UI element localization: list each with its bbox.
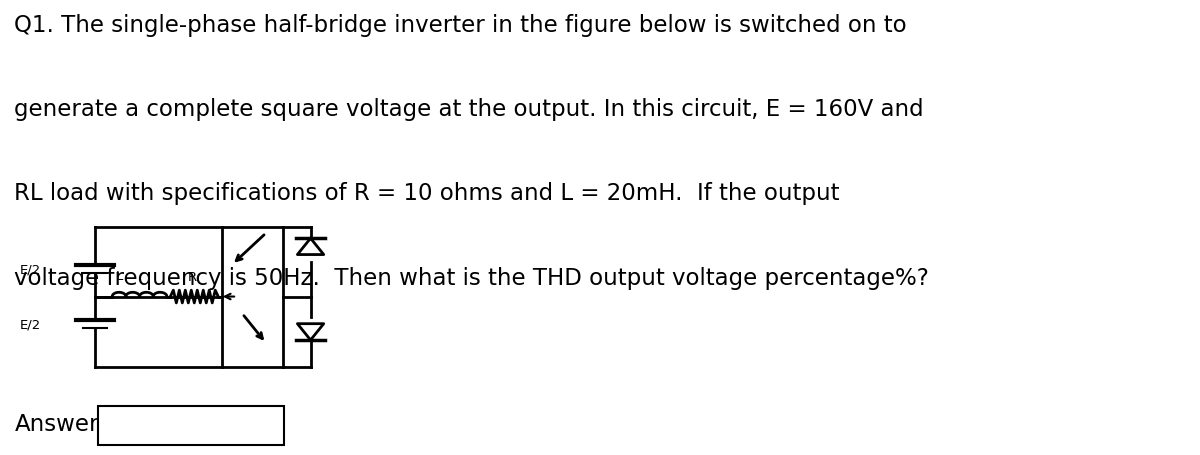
Text: Answer: Answer — [14, 412, 98, 435]
Text: generate a complete square voltage at the output. In this circuit, E = 160V and: generate a complete square voltage at th… — [14, 98, 924, 121]
Text: L: L — [115, 269, 122, 282]
Text: Q1. The single-phase half-bridge inverter in the figure below is switched on to: Q1. The single-phase half-bridge inverte… — [14, 14, 907, 36]
Bar — [98, 406, 284, 445]
Text: E/2: E/2 — [20, 318, 41, 331]
Text: voltage frequency is 50Hz.  Then what is the THD output voltage percentage%?: voltage frequency is 50Hz. Then what is … — [14, 266, 929, 289]
Text: E/2: E/2 — [20, 263, 41, 276]
Text: R: R — [187, 270, 197, 283]
Text: RL load with specifications of R = 10 ohms and L = 20mH.  If the output: RL load with specifications of R = 10 oh… — [14, 182, 840, 205]
